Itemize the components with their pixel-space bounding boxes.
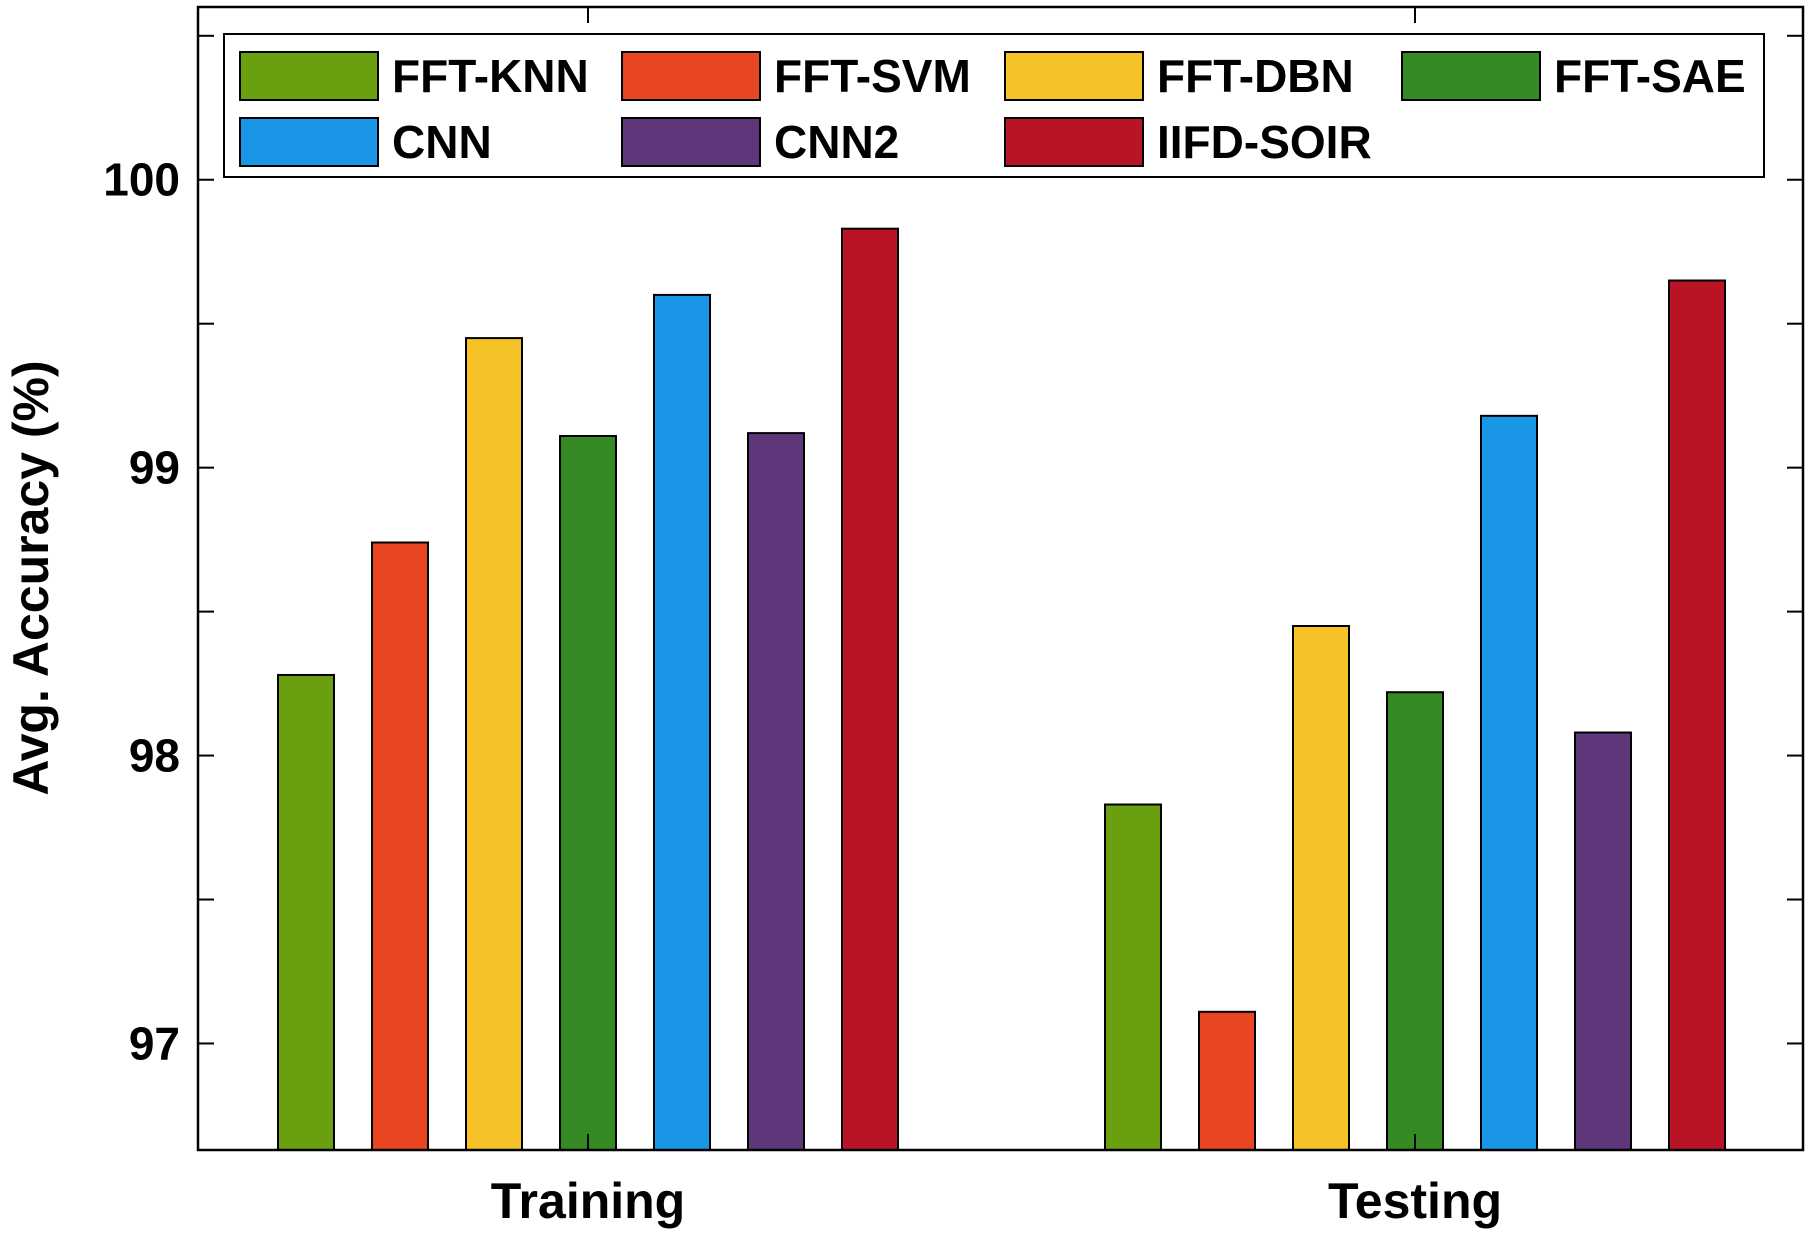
legend-swatch-cnn2 (621, 117, 761, 167)
bar-cnn2-testing (1574, 731, 1632, 1151)
legend-label-cnn: CNN (392, 116, 492, 168)
bar-cnn-training (653, 293, 711, 1152)
legend-swatch-fft-knn (239, 51, 379, 101)
y-axis-label: Avg. Accuracy (%) (3, 360, 59, 795)
y-tick-label: 98 (129, 730, 180, 782)
y-tick-label: 100 (103, 154, 180, 206)
y-tick-label: 97 (129, 1017, 180, 1069)
legend-label-fft-dbn: FFT-DBN (1157, 50, 1354, 102)
legend-label-cnn2: CNN2 (774, 116, 899, 168)
legend-swatch-fft-svm (621, 51, 761, 101)
legend-label-fft-svm: FFT-SVM (774, 50, 971, 102)
legend-label-iifd-soir: IIFD-SOIR (1157, 116, 1372, 168)
legend-label-fft-knn: FFT-KNN (392, 50, 589, 102)
x-category-label-testing: Testing (1328, 1173, 1502, 1229)
y-tick-label: 99 (129, 442, 180, 494)
bar-cnn2-training (747, 432, 805, 1152)
legend-swatch-cnn (239, 117, 379, 167)
bar-fft-knn-training (277, 673, 335, 1152)
legend-label-fft-sae: FFT-SAE (1554, 50, 1746, 102)
bar-fft-sae-testing (1386, 691, 1444, 1151)
bar-fft-knn-testing (1104, 803, 1162, 1151)
bar-fft-svm-training (371, 541, 429, 1151)
bar-cnn-testing (1480, 414, 1538, 1151)
plot-frame (196, 5, 1805, 1152)
bar-fft-sae-training (559, 434, 617, 1152)
legend-swatch-fft-dbn (1004, 51, 1144, 101)
bar-fft-svm-testing (1198, 1010, 1256, 1151)
x-category-label-training: Training (491, 1173, 685, 1229)
legend-swatch-fft-sae (1401, 51, 1541, 101)
legend-swatch-iifd-soir (1004, 117, 1144, 167)
bar-fft-dbn-training (465, 337, 523, 1151)
bar-iifd-soir-training (841, 227, 899, 1151)
axes-layer: 97 98 99 100 Training Testing (103, 5, 1805, 1229)
bar-iifd-soir-testing (1668, 279, 1726, 1151)
bars-layer (277, 227, 1726, 1152)
bar-fft-dbn-testing (1292, 625, 1350, 1151)
legend: FFT-KNN FFT-SVM FFT-DBN FFT-SAE CNN CNN2 IIFD-… (223, 33, 1765, 178)
